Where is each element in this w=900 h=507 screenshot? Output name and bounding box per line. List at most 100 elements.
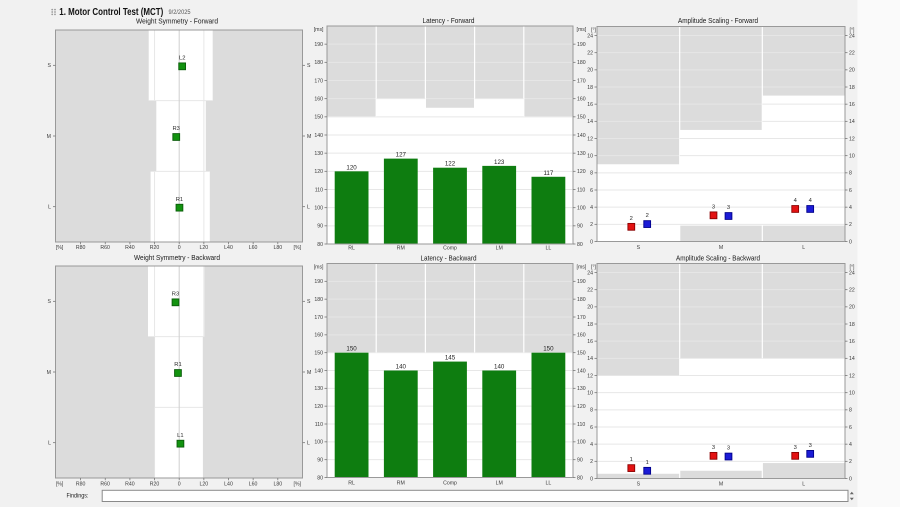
svg-text:2: 2: [849, 459, 852, 465]
svg-text:24: 24: [587, 270, 593, 276]
svg-text:90: 90: [577, 224, 583, 230]
svg-text:R20: R20: [150, 245, 160, 251]
svg-text:M: M: [47, 134, 51, 140]
svg-text:120: 120: [314, 404, 323, 410]
svg-text:18: 18: [587, 322, 593, 328]
svg-text:L: L: [802, 482, 805, 488]
svg-text:0: 0: [590, 239, 593, 245]
svg-text:R60: R60: [100, 481, 110, 487]
svg-text:L80: L80: [273, 245, 282, 251]
svg-text:6: 6: [849, 188, 852, 194]
svg-text:2: 2: [646, 213, 649, 219]
svg-text:18: 18: [849, 322, 855, 328]
svg-text:8: 8: [590, 408, 593, 414]
svg-text:122: 122: [445, 161, 456, 168]
svg-text:170: 170: [577, 315, 586, 321]
svg-text:80: 80: [577, 242, 583, 248]
svg-text:14: 14: [849, 119, 855, 125]
svg-text:20: 20: [587, 305, 593, 311]
svg-text:4: 4: [590, 205, 593, 211]
svg-text:R1: R1: [176, 197, 183, 203]
svg-text:6: 6: [849, 425, 852, 431]
svg-text:L: L: [307, 205, 310, 211]
svg-text:12: 12: [587, 136, 593, 142]
svg-text:180: 180: [314, 60, 323, 66]
svg-text:L40: L40: [224, 245, 233, 251]
svg-text:1: 1: [630, 457, 633, 463]
svg-text:Findings:: Findings:: [67, 492, 89, 499]
svg-text:110: 110: [315, 187, 323, 193]
svg-text:3: 3: [727, 446, 730, 452]
svg-text:100: 100: [577, 440, 586, 446]
svg-text:Amplitude Scaling - Forward: Amplitude Scaling - Forward: [678, 16, 758, 25]
svg-text:120: 120: [577, 404, 586, 410]
svg-text:160: 160: [577, 97, 586, 103]
svg-text:12: 12: [849, 373, 855, 379]
svg-text:90: 90: [317, 458, 323, 464]
svg-text:M: M: [307, 134, 311, 140]
svg-text:110: 110: [577, 187, 585, 193]
svg-text:170: 170: [314, 315, 323, 321]
svg-text:160: 160: [577, 333, 586, 339]
svg-text:RL: RL: [348, 480, 355, 486]
svg-text:24: 24: [587, 33, 593, 39]
svg-text:20: 20: [849, 68, 855, 74]
svg-text:80: 80: [577, 475, 583, 481]
svg-text:12: 12: [849, 136, 855, 142]
svg-text:R80: R80: [76, 245, 86, 251]
svg-text:0: 0: [849, 239, 852, 245]
svg-text:14: 14: [849, 356, 855, 362]
svg-text:6: 6: [590, 425, 593, 431]
svg-text:S: S: [307, 63, 311, 69]
svg-text:S: S: [307, 299, 311, 305]
svg-text:2: 2: [590, 459, 593, 465]
svg-text:R40: R40: [125, 481, 135, 487]
svg-text:110: 110: [315, 422, 323, 428]
svg-text:123: 123: [494, 159, 505, 166]
svg-text:L1: L1: [177, 433, 183, 439]
svg-text:20: 20: [587, 68, 593, 74]
svg-text:4: 4: [794, 198, 798, 204]
svg-text:0: 0: [849, 476, 852, 482]
svg-text:9/2/2025: 9/2/2025: [169, 9, 191, 16]
svg-text:100: 100: [314, 440, 323, 446]
svg-text:140: 140: [577, 133, 586, 139]
svg-text:160: 160: [314, 333, 323, 339]
svg-text:[ms]: [ms]: [577, 264, 587, 270]
svg-text:8: 8: [849, 171, 852, 177]
svg-text:LL: LL: [546, 246, 552, 252]
svg-text:Latency - Backward: Latency - Backward: [421, 253, 477, 262]
svg-text:22: 22: [587, 51, 593, 57]
svg-text:Weight Symmetry - Forward: Weight Symmetry - Forward: [136, 17, 218, 26]
svg-text:[°]: [°]: [850, 28, 856, 34]
svg-text:10: 10: [849, 391, 855, 397]
svg-text:RM: RM: [397, 480, 405, 486]
svg-text:170: 170: [314, 78, 323, 84]
svg-text:140: 140: [314, 368, 323, 374]
svg-text:0: 0: [590, 476, 593, 482]
svg-text:14: 14: [587, 356, 593, 362]
svg-text:150: 150: [346, 346, 357, 353]
svg-text:100: 100: [314, 206, 323, 212]
svg-text:L: L: [802, 245, 805, 251]
svg-text:R3: R3: [172, 292, 179, 298]
svg-text:3: 3: [712, 204, 715, 210]
svg-text:2: 2: [849, 222, 852, 228]
svg-text:18: 18: [849, 85, 855, 91]
svg-text:1. Motor Control Test (MCT): 1. Motor Control Test (MCT): [59, 6, 163, 18]
svg-text:8: 8: [849, 408, 852, 414]
svg-text:120: 120: [314, 169, 323, 175]
svg-text:S: S: [637, 482, 641, 488]
svg-text:L: L: [48, 205, 51, 211]
svg-text:L40: L40: [224, 481, 233, 487]
svg-text:2: 2: [630, 216, 633, 222]
svg-text:[ms]: [ms]: [577, 27, 587, 33]
svg-text:100: 100: [577, 206, 586, 212]
svg-text:[%]: [%]: [294, 245, 302, 251]
svg-text:RM: RM: [397, 246, 405, 252]
svg-text:140: 140: [577, 368, 586, 374]
svg-text:R1: R1: [174, 362, 181, 368]
svg-text:80: 80: [317, 475, 323, 481]
svg-text:1: 1: [646, 460, 649, 466]
svg-text:L20: L20: [199, 245, 208, 251]
